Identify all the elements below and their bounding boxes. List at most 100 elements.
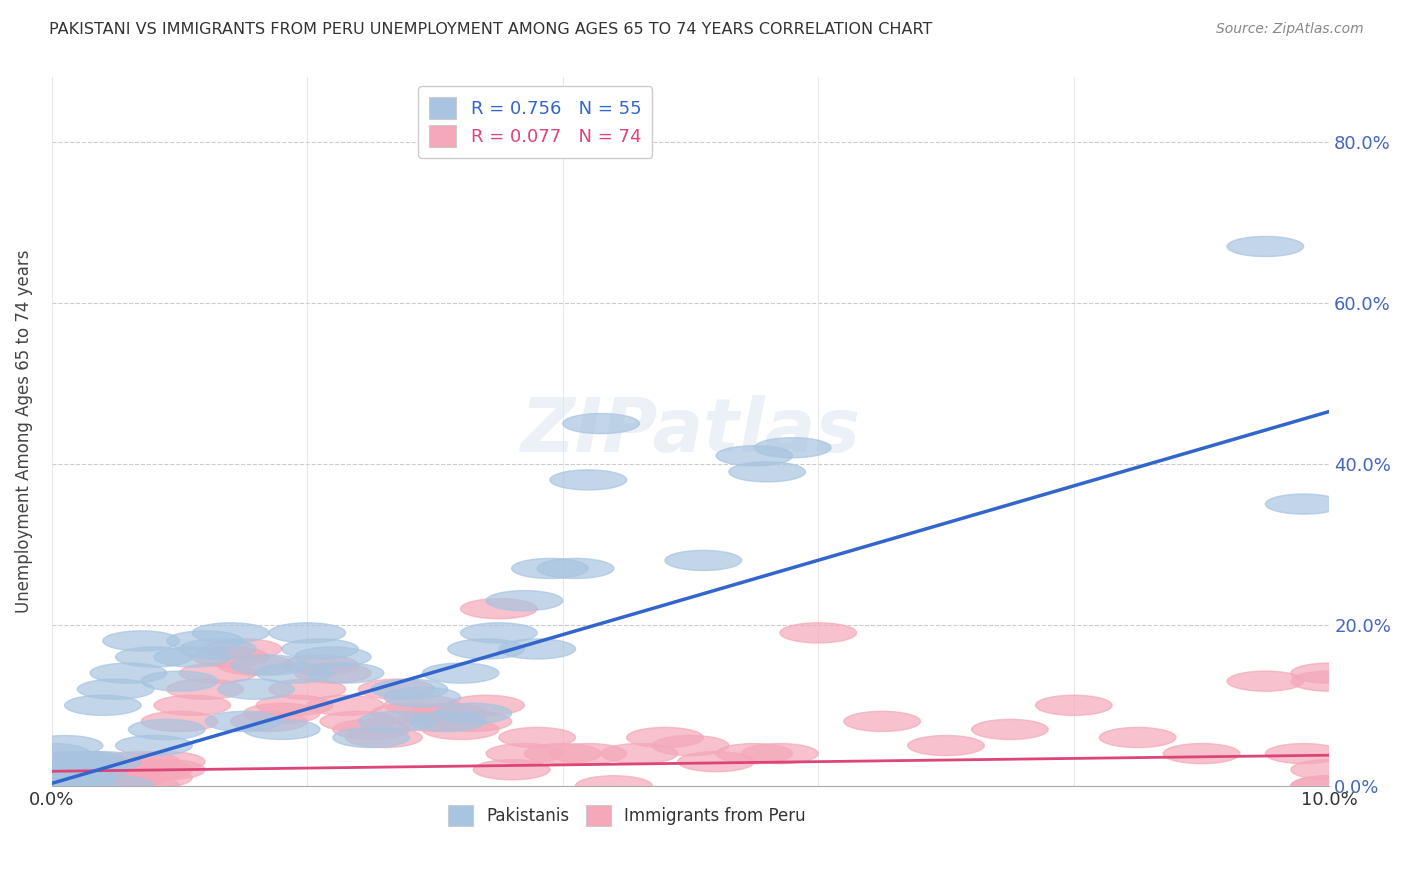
Ellipse shape: [52, 760, 128, 780]
Ellipse shape: [65, 752, 141, 772]
Ellipse shape: [281, 655, 359, 675]
Ellipse shape: [972, 719, 1049, 739]
Ellipse shape: [755, 438, 831, 458]
Ellipse shape: [39, 760, 115, 780]
Ellipse shape: [665, 550, 741, 571]
Ellipse shape: [243, 703, 321, 723]
Text: Source: ZipAtlas.com: Source: ZipAtlas.com: [1216, 22, 1364, 37]
Ellipse shape: [115, 768, 193, 788]
Ellipse shape: [52, 768, 128, 788]
Ellipse shape: [153, 647, 231, 667]
Ellipse shape: [371, 679, 447, 699]
Ellipse shape: [447, 695, 524, 715]
Ellipse shape: [14, 768, 90, 788]
Ellipse shape: [678, 752, 755, 772]
Ellipse shape: [39, 768, 115, 788]
Ellipse shape: [218, 655, 294, 675]
Ellipse shape: [39, 752, 115, 772]
Ellipse shape: [447, 639, 524, 659]
Ellipse shape: [128, 760, 205, 780]
Ellipse shape: [153, 695, 231, 715]
Ellipse shape: [77, 679, 153, 699]
Ellipse shape: [359, 679, 434, 699]
Ellipse shape: [716, 446, 793, 466]
Ellipse shape: [14, 768, 90, 788]
Ellipse shape: [434, 703, 512, 723]
Ellipse shape: [90, 760, 167, 780]
Ellipse shape: [1227, 236, 1303, 257]
Ellipse shape: [39, 776, 115, 796]
Ellipse shape: [167, 679, 243, 699]
Ellipse shape: [77, 768, 153, 788]
Ellipse shape: [1163, 744, 1240, 764]
Ellipse shape: [269, 623, 346, 643]
Ellipse shape: [193, 623, 269, 643]
Ellipse shape: [602, 744, 678, 764]
Ellipse shape: [461, 623, 537, 643]
Ellipse shape: [1291, 776, 1368, 796]
Ellipse shape: [844, 711, 921, 731]
Ellipse shape: [52, 752, 128, 772]
Ellipse shape: [14, 760, 90, 780]
Ellipse shape: [537, 558, 614, 579]
Ellipse shape: [77, 776, 153, 796]
Ellipse shape: [90, 768, 167, 788]
Ellipse shape: [461, 599, 537, 619]
Ellipse shape: [627, 728, 703, 747]
Ellipse shape: [422, 663, 499, 683]
Ellipse shape: [384, 695, 461, 715]
Ellipse shape: [269, 679, 346, 699]
Ellipse shape: [333, 728, 409, 747]
Ellipse shape: [575, 776, 652, 796]
Ellipse shape: [741, 744, 818, 764]
Ellipse shape: [294, 663, 371, 683]
Ellipse shape: [115, 647, 193, 667]
Ellipse shape: [103, 631, 180, 651]
Ellipse shape: [409, 711, 486, 731]
Ellipse shape: [294, 647, 371, 667]
Ellipse shape: [333, 719, 409, 739]
Ellipse shape: [256, 695, 333, 715]
Ellipse shape: [90, 663, 167, 683]
Text: ZIPatlas: ZIPatlas: [520, 395, 860, 468]
Ellipse shape: [39, 776, 115, 796]
Ellipse shape: [486, 591, 562, 611]
Ellipse shape: [27, 736, 103, 756]
Ellipse shape: [308, 663, 384, 683]
Ellipse shape: [308, 695, 384, 715]
Ellipse shape: [512, 558, 588, 579]
Y-axis label: Unemployment Among Ages 65 to 74 years: Unemployment Among Ages 65 to 74 years: [15, 250, 32, 614]
Ellipse shape: [780, 623, 856, 643]
Ellipse shape: [27, 768, 103, 788]
Ellipse shape: [371, 703, 447, 723]
Ellipse shape: [205, 639, 281, 659]
Ellipse shape: [1265, 494, 1343, 514]
Ellipse shape: [167, 631, 243, 651]
Ellipse shape: [716, 744, 793, 764]
Ellipse shape: [256, 663, 333, 683]
Ellipse shape: [231, 655, 308, 675]
Ellipse shape: [128, 752, 205, 772]
Ellipse shape: [141, 671, 218, 691]
Ellipse shape: [281, 639, 359, 659]
Ellipse shape: [1265, 744, 1343, 764]
Ellipse shape: [1291, 760, 1368, 780]
Ellipse shape: [27, 760, 103, 780]
Ellipse shape: [1035, 695, 1112, 715]
Ellipse shape: [550, 470, 627, 490]
Ellipse shape: [115, 760, 193, 780]
Ellipse shape: [65, 768, 141, 788]
Ellipse shape: [103, 776, 180, 796]
Ellipse shape: [359, 711, 434, 731]
Ellipse shape: [243, 719, 321, 739]
Ellipse shape: [205, 711, 281, 731]
Ellipse shape: [652, 736, 728, 756]
Ellipse shape: [1099, 728, 1175, 747]
Ellipse shape: [422, 719, 499, 739]
Ellipse shape: [486, 744, 562, 764]
Ellipse shape: [384, 687, 461, 707]
Ellipse shape: [1291, 776, 1368, 796]
Ellipse shape: [321, 711, 396, 731]
Ellipse shape: [141, 711, 218, 731]
Ellipse shape: [14, 776, 90, 796]
